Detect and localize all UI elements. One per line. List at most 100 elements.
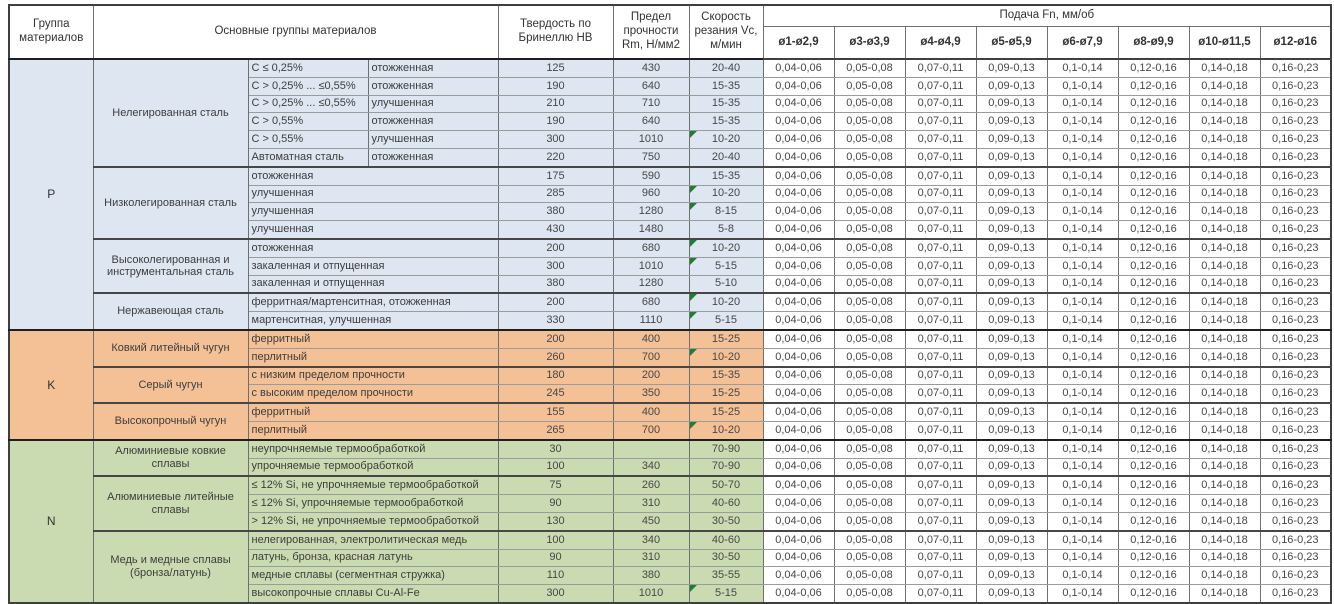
feed-value-cell: 0,09-0,13 [975,420,1048,441]
feed-value-cell: 0,12-0,16 [1117,147,1190,168]
feed-value-cell: 0,12-0,16 [1117,76,1190,96]
feed-value-cell: 0,04-0,06 [762,237,835,258]
strength-rm-cell: 380 [612,566,690,586]
strength-rm-cell: 680 [612,237,690,258]
feed-value-cell: 0,16-0,23 [1259,76,1332,96]
feed-value-cell: 0,04-0,06 [762,328,835,349]
feed-value-cell: 0,05-0,08 [833,566,906,586]
feed-value-cell: 0,1-0,14 [1046,420,1119,441]
feed-value-cell: 0,16-0,23 [1259,420,1332,441]
feed-value-cell: 0,07-0,11 [904,328,977,349]
strength-rm-cell: 200 [612,365,690,386]
feed-value-cell: 0,04-0,06 [762,384,835,404]
feed-value-cell: 0,04-0,06 [762,475,835,496]
feed-value-cell: 0,12-0,16 [1117,494,1190,513]
feed-value-cell: 0,1-0,14 [1046,384,1119,404]
cutting-speed-vc-cell: 5-15 [688,256,764,276]
feed-value-cell: 0,12-0,16 [1117,584,1190,604]
feed-value-cell: 0,09-0,13 [975,94,1048,114]
feed-value-cell: 0,05-0,08 [833,347,906,368]
subgroup-name-cell: Серый чугун [92,365,249,404]
feed-value-cell: 0,07-0,11 [904,438,977,459]
strength-rm-cell: 310 [612,548,690,568]
feed-value-cell: 0,14-0,18 [1188,220,1261,240]
green-corner-flag-icon [690,585,697,593]
feed-value-cell: 0,07-0,11 [904,147,977,168]
strength-rm-cell: 680 [612,292,690,313]
cutting-speed-vc-cell: 15-25 [688,402,764,422]
table-row: улучшенная 430 1480 5-8 0,04-0,06 0,05-0,08 0,… [9,220,1332,240]
strength-rm-cell: 700 [612,420,690,441]
feed-value-cell: 0,04-0,06 [762,494,835,513]
feed-value-cell: 0,07-0,11 [904,475,977,496]
feed-value-cell: 0,09-0,13 [975,566,1048,586]
feed-value-cell: 0,05-0,08 [833,256,906,276]
feed-value-cell: 0,12-0,16 [1117,112,1190,132]
material-desc-cell: C ≤ 0,25% [247,57,369,78]
feed-value-cell: 0,04-0,06 [762,292,835,313]
hardness-hb-cell: 430 [497,220,614,240]
feed-value-cell: 0,04-0,06 [762,438,835,459]
feed-value-cell: 0,05-0,08 [833,184,906,204]
feed-value-cell: 0,14-0,18 [1188,384,1261,404]
material-desc-cell: закаленная и отпущенная [247,256,499,276]
hardness-hb-cell: 200 [497,237,614,258]
feed-value-cell: 0,09-0,13 [975,402,1048,422]
feed-value-cell: 0,05-0,08 [833,76,906,96]
feed-value-cell: 0,12-0,16 [1117,165,1190,186]
feed-value-cell: 0,1-0,14 [1046,76,1119,96]
strength-rm-cell: 1280 [612,202,690,222]
table-row: улучшенная 380 1280 8-15 0,04-0,06 0,05-0,08 0… [9,202,1332,222]
table-row: Низколегированная сталь отожженная 175 590 1… [9,165,1332,240]
cutting-speed-vc-cell: 35-55 [688,566,764,586]
feed-value-cell: 0,14-0,18 [1188,511,1261,532]
feed-value-cell: 0,04-0,06 [762,365,835,386]
feed-value-cell: 0,09-0,13 [975,438,1048,459]
feed-value-cell: 0,12-0,16 [1117,384,1190,404]
feed-value-cell: 0,04-0,06 [762,274,835,294]
feed-value-cell: 0,07-0,11 [904,311,977,331]
feed-value-cell: 0,16-0,23 [1259,566,1332,586]
strength-rm-cell: 450 [612,511,690,532]
material-state-cell: отожженная [367,147,499,168]
cutting-speed-vc-cell: 15-35 [688,76,764,96]
material-desc-cell: отожженная [247,237,499,258]
material-desc-cell: C > 0,25% ... ≤0,55% [247,76,369,96]
feed-value-cell: 0,09-0,13 [975,311,1048,331]
col-header-dia-3: ø4-ø4,9 [904,26,977,60]
feed-value-cell: 0,05-0,08 [833,529,906,550]
feed-value-cell: 0,16-0,23 [1259,494,1332,513]
feed-value-cell: 0,16-0,23 [1259,220,1332,240]
col-header-dia-1: ø1-ø2,9 [762,26,835,60]
table-row: упрочняемые термообработкой 100 340 70-90 0,… [9,457,1332,477]
material-desc-cell: ≤ 12% Si, упрочняемые термообработкой [247,494,499,513]
feed-value-cell: 0,04-0,06 [762,511,835,532]
hardness-hb-cell: 300 [497,130,614,149]
feed-value-cell: 0,04-0,06 [762,402,835,422]
feed-value-cell: 0,1-0,14 [1046,566,1119,586]
col-header-dia-4: ø5-ø5,9 [975,26,1048,60]
material-desc-cell: улучшенная [247,220,499,240]
table-row: Автоматная сталь отожженная 220 750 20-40 0,0… [9,147,1332,168]
cutting-speed-vc-cell: 15-35 [688,94,764,114]
green-corner-flag-icon [690,241,697,247]
table-row: > 12% Si, не упрочняемые термообработкой… [9,511,1332,532]
feed-value-cell: 0,05-0,08 [833,438,906,459]
feed-value-cell: 0,07-0,11 [904,292,977,313]
feed-value-cell: 0,16-0,23 [1259,165,1332,186]
feed-value-cell: 0,07-0,11 [904,76,977,96]
feed-value-cell: 0,16-0,23 [1259,529,1332,550]
table-body: P Нелегированная сталь C ≤ 0,25% отожженная… [8,57,1332,604]
material-desc-cell: ≤ 12% Si, не упрочняемые термообработкой [247,475,499,496]
feed-value-cell: 0,05-0,08 [833,475,906,496]
feed-value-cell: 0,12-0,16 [1117,347,1190,368]
feed-value-cell: 0,07-0,11 [904,130,977,149]
feed-value-cell: 0,04-0,06 [762,420,835,441]
col-header-dia-7: ø10-ø11,5 [1188,26,1261,60]
feed-value-cell: 0,04-0,06 [762,165,835,186]
feed-value-cell: 0,12-0,16 [1117,130,1190,149]
material-state-cell: улучшенная [367,130,499,149]
material-state-cell: отожженная [367,57,499,78]
strength-rm-cell: 400 [612,402,690,422]
feed-value-cell: 0,1-0,14 [1046,130,1119,149]
